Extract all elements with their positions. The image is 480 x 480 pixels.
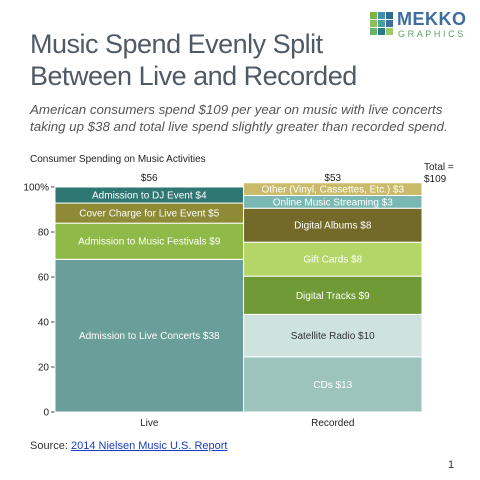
page-number: 1: [448, 459, 455, 471]
logo-grid-square: [386, 28, 393, 35]
y-tick-label: 100%: [23, 183, 49, 194]
logo-grid-square: [386, 20, 393, 27]
y-tick-label: 60: [38, 273, 50, 284]
logo-grid-square: [370, 28, 377, 35]
chart-segment: [54, 222, 245, 260]
logo-grid-square: [378, 12, 385, 19]
chart-segment: [243, 356, 423, 413]
page-title: Music Spend Evenly Split Between Live an…: [30, 29, 357, 91]
segment-label: Admission to Music Festivals $9: [78, 237, 221, 248]
chart-segment: [243, 313, 423, 358]
source-link[interactable]: 2014 Nielsen Music U.S. Report: [70, 440, 228, 452]
y-tick-label: 80: [38, 228, 50, 239]
y-tick-label: 40: [38, 318, 50, 329]
source-note: Source: 2014 Nielsen Music U.S. Report: [30, 440, 227, 452]
logo-grid-square: [370, 12, 377, 19]
segment-label: Satellite Radio $10: [291, 331, 375, 342]
segment-label: Digital Albums $8: [294, 221, 372, 232]
segment-label: Gift Cards $8: [303, 255, 362, 266]
segment-label: CDs $13: [313, 380, 352, 391]
segment-label: Admission to Live Concerts $38: [79, 331, 220, 342]
chart-total-label: Total = $109: [424, 162, 454, 185]
chart-segment: [54, 258, 245, 413]
logo-subtitle: GRAPHICS: [398, 29, 466, 39]
y-tick-label: 0: [43, 408, 49, 419]
column-total-label: $53: [324, 173, 341, 184]
logo-grid-icon: [370, 12, 393, 35]
logo-name: MEKKO: [397, 9, 467, 29]
logo-grid-square: [386, 12, 393, 19]
chart-title: Consumer Spending on Music Activities: [30, 154, 206, 165]
source-prefix: Source:: [30, 440, 71, 452]
segment-label: Cover Charge for Live Event $5: [79, 209, 220, 220]
logo-grid-square: [370, 20, 377, 27]
chart-segment: [243, 182, 423, 196]
y-tick-label: 20: [38, 363, 50, 374]
column-category-label: Live: [140, 418, 159, 429]
segment-label: Online Music Streaming $3: [273, 197, 393, 208]
logo-grid-square: [378, 20, 385, 27]
segment-label: Admission to DJ Event $4: [92, 191, 207, 202]
chart-segment: [243, 207, 423, 243]
segment-label: Digital Tracks $9: [296, 291, 370, 302]
column-total-label: $56: [141, 173, 158, 184]
mekko-graphics-logo: MEKKO GRAPHICS: [370, 8, 475, 42]
chart-segment: [243, 241, 423, 277]
segment-label: Other (Vinyl, Cassettes, Etc.) $3: [261, 185, 404, 196]
logo-grid-square: [378, 28, 385, 35]
page-subtitle: American consumers spend $109 per year o…: [30, 102, 448, 134]
column-category-label: Recorded: [311, 418, 354, 429]
